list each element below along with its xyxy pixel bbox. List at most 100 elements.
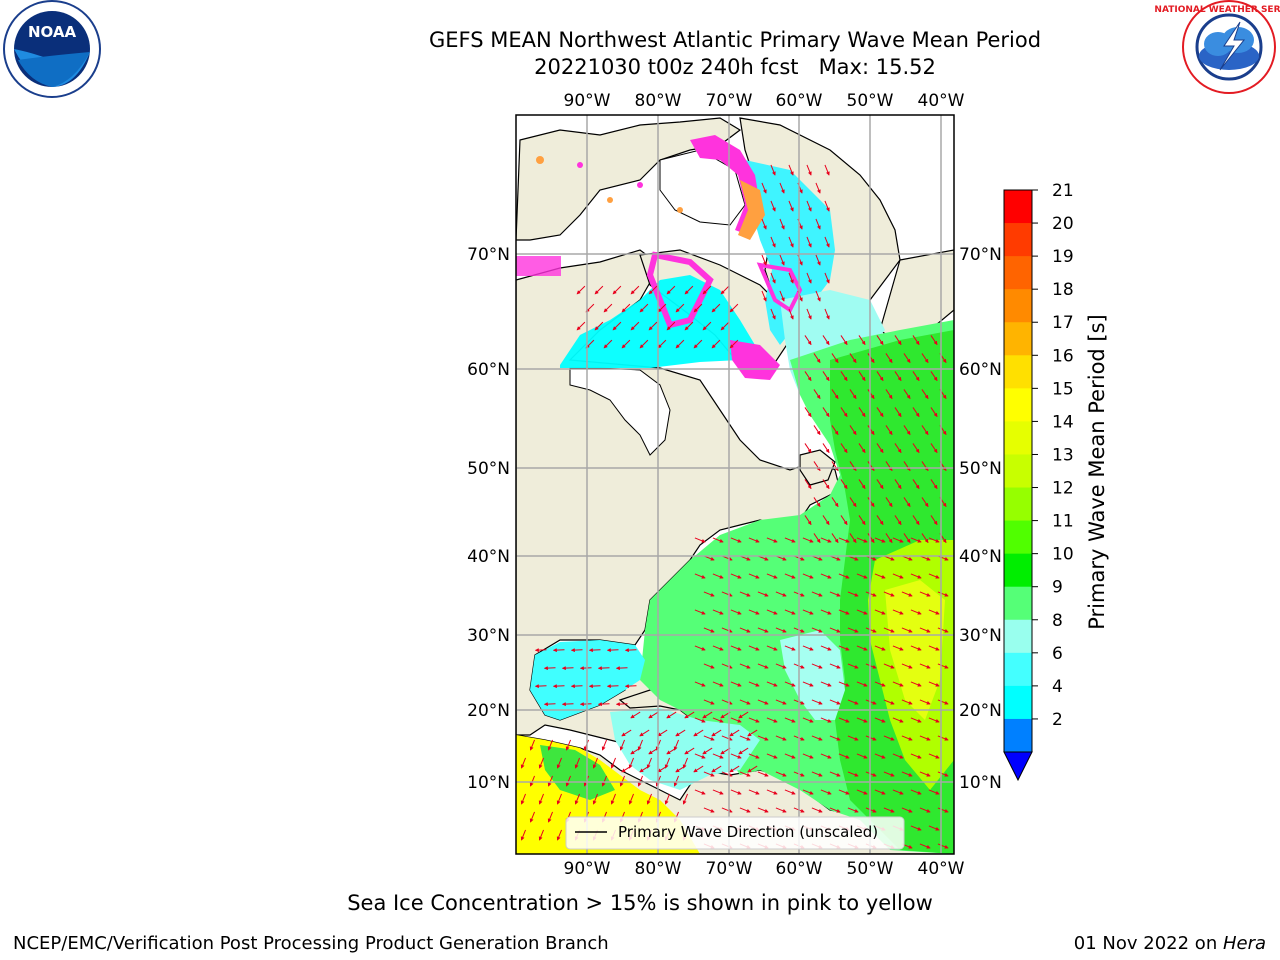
wave-arrow <box>694 789 706 795</box>
wave-arrow <box>711 765 722 773</box>
wave-arrow <box>849 533 857 544</box>
wave-arrow <box>910 717 922 723</box>
colorbar-bin-16 <box>1004 718 1032 753</box>
wave-arrow <box>729 765 740 773</box>
wave-arrow <box>930 335 938 346</box>
wave-arrow <box>840 335 848 346</box>
wave-arrow <box>664 793 671 805</box>
wave-arrow <box>775 663 787 669</box>
wave-arrow <box>775 591 787 597</box>
colorbar-tick-8: 13 <box>1052 445 1074 465</box>
wave-arrow <box>565 775 572 787</box>
wave-arrow <box>520 757 527 769</box>
wave-arrow <box>606 648 619 653</box>
nws-logo-ring-text: NATIONAL WEATHER SERVICE <box>1154 5 1280 15</box>
wave-arrow <box>694 573 706 579</box>
wave-arrow <box>574 757 581 769</box>
wave-arrow <box>748 645 760 651</box>
wave-arrow <box>858 479 866 490</box>
wave-arrow <box>657 303 667 313</box>
wave-arrow <box>538 829 545 841</box>
wave-arrow <box>912 407 920 418</box>
wave-arrow <box>928 753 940 759</box>
wave-arrow <box>712 537 724 543</box>
wave-arrow <box>628 793 635 805</box>
wave-arrow <box>867 461 875 472</box>
wave-arrow <box>770 200 776 212</box>
colorbar-tick-4: 17 <box>1052 313 1074 333</box>
wave-arrow <box>883 735 895 741</box>
wave-arrow <box>748 537 760 543</box>
colorbar <box>1003 189 1033 782</box>
wave-arrow <box>865 627 877 633</box>
wave-arrow <box>856 753 868 759</box>
wave-arrow <box>570 684 583 689</box>
wave-arrow <box>547 775 554 787</box>
wave-arrow <box>739 699 751 705</box>
lon-tick-top-2: 70°W <box>706 91 753 111</box>
wave-arrow <box>815 182 821 194</box>
wave-arrow <box>847 627 859 633</box>
wave-arrow <box>802 537 814 543</box>
wave-arrow <box>856 681 868 687</box>
wave-arrow <box>612 321 622 331</box>
wave-arrow <box>829 591 841 597</box>
lat-tick-left-1: 60°N <box>467 360 510 380</box>
colorbar-bin-8 <box>1004 454 1032 489</box>
wave-arrow <box>838 717 850 723</box>
wave-arrow <box>930 371 938 382</box>
colorbar-bin-4 <box>1004 322 1032 356</box>
wave-arrow <box>712 681 724 687</box>
wave-arrow <box>937 807 949 813</box>
wave-arrow <box>903 389 911 400</box>
wave-arrow <box>829 663 841 669</box>
wave-arrow <box>876 335 884 346</box>
wave-arrow <box>840 407 848 418</box>
wave-arrow <box>766 681 778 687</box>
wave-arrow <box>694 645 706 651</box>
lon-tick-bottom-2: 70°W <box>706 859 753 879</box>
wave-arrow <box>831 497 839 508</box>
wave-arrow <box>682 757 689 769</box>
colorbar-tick-9: 12 <box>1052 479 1074 499</box>
wave-arrow <box>576 321 586 331</box>
wave-arrow <box>543 702 556 707</box>
wave-arrow <box>849 425 857 436</box>
wave-arrow <box>757 699 769 705</box>
wave-arrow <box>858 515 866 526</box>
wave-arrow <box>822 335 830 346</box>
wave-arrow <box>903 425 911 436</box>
wave-arrow <box>621 729 632 737</box>
wave-arrow <box>675 303 685 313</box>
wave-arrow <box>806 164 812 176</box>
wave-arrow <box>703 699 715 705</box>
wave-arrow <box>840 515 848 526</box>
wave-arrow <box>867 425 875 436</box>
wave-arrow <box>802 681 814 687</box>
wave-arrow <box>561 666 574 671</box>
wave-arrow <box>849 353 857 364</box>
wave-arrow <box>811 807 823 813</box>
wave-arrow <box>703 627 715 633</box>
wave-arrow <box>876 443 884 454</box>
colorbar-tick-12: 9 <box>1052 578 1063 598</box>
wave-arrow <box>937 843 949 849</box>
lon-tick-top-5: 40°W <box>918 91 965 111</box>
wave-arrow <box>730 609 742 615</box>
wave-arrow <box>788 308 794 320</box>
wave-arrow <box>856 609 868 615</box>
wave-arrow <box>612 285 622 295</box>
wave-arrow <box>910 645 922 651</box>
wave-arrow <box>748 573 760 579</box>
wave-arrow <box>919 663 931 669</box>
wave-arrow <box>820 537 832 543</box>
colorbar-bin-6 <box>1004 388 1032 422</box>
wave-arrow <box>820 753 832 759</box>
wave-arrow <box>937 699 949 705</box>
wave-arrow <box>657 729 668 737</box>
wave-arrow <box>757 807 769 813</box>
wave-arrow <box>684 747 695 755</box>
wave-arrow <box>730 717 742 723</box>
lat-tick-left-4: 30°N <box>467 626 510 646</box>
wave-arrow <box>894 515 902 526</box>
